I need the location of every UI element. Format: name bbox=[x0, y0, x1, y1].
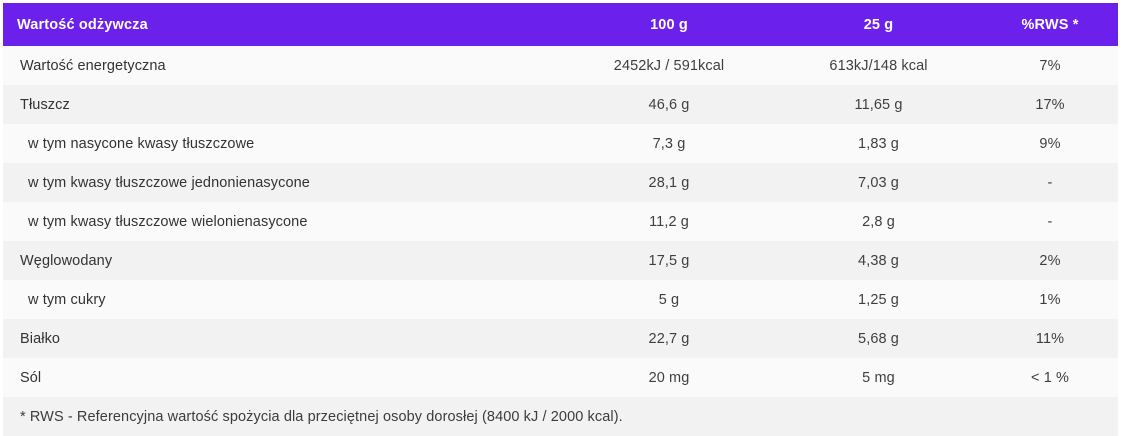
row-value-percent-rws: 7% bbox=[1039, 57, 1061, 74]
row-value-per-25g: 613kJ/148 kcal bbox=[829, 57, 928, 74]
table-row: Białko 22,7 g 5,68 g 11% bbox=[3, 319, 1118, 358]
row-value-percent-rws: 2% bbox=[1039, 252, 1061, 269]
row-nutrient-name: Tłuszcz bbox=[20, 96, 70, 113]
header-row: Wartość odżywcza 100 g 25 g %RWS * bbox=[3, 3, 1118, 46]
table-row: Węglowodany 17,5 g 4,38 g 2% bbox=[3, 241, 1118, 280]
row-value-percent-rws: - bbox=[1047, 174, 1053, 191]
row-value-percent-rws: 11% bbox=[1035, 330, 1065, 347]
rws-footnote: * RWS - Referencyjna wartość spożycia dl… bbox=[3, 397, 1118, 436]
row-nutrient-name: Sól bbox=[20, 369, 42, 386]
row-value-percent-rws: 9% bbox=[1039, 135, 1061, 152]
table-row: w tym nasycone kwasy tłuszczowe 7,3 g 1,83… bbox=[3, 124, 1118, 163]
row-value-per-25g: 5 mg bbox=[862, 369, 895, 386]
row-value-per-100g: 46,6 g bbox=[648, 96, 690, 113]
header-per-100g: 100 g bbox=[650, 16, 688, 33]
row-value-per-100g: 28,1 g bbox=[648, 174, 690, 191]
row-nutrient-name: w tym cukry bbox=[28, 291, 106, 308]
row-value-per-25g: 7,03 g bbox=[858, 174, 899, 191]
row-value-per-100g: 5 g bbox=[658, 291, 680, 308]
row-value-per-25g: 11,65 g bbox=[854, 96, 903, 113]
row-nutrient-name: Białko bbox=[20, 330, 61, 347]
table-row: w tym cukry 5 g 1,25 g 1% bbox=[3, 280, 1118, 319]
table-row: w tym kwasy tłuszczowe wielonienasycone 1… bbox=[3, 202, 1118, 241]
table-header: Wartość odżywcza 100 g 25 g %RWS * bbox=[3, 3, 1118, 46]
row-value-per-25g: 4,38 g bbox=[858, 252, 899, 269]
row-value-per-25g: 2,8 g bbox=[862, 213, 895, 230]
table-row: Sól 20 mg 5 mg < 1 % bbox=[3, 358, 1118, 397]
row-value-per-100g: 7,3 g bbox=[652, 135, 686, 152]
row-nutrient-name: Węglowodany bbox=[20, 252, 113, 269]
row-value-per-100g: 22,7 g bbox=[648, 330, 690, 347]
nutrition-table-grid: Wartość odżywcza 100 g 25 g %RWS * Warto… bbox=[3, 3, 1118, 397]
row-value-per-25g: 5,68 g bbox=[858, 330, 899, 347]
row-nutrient-name: w tym kwasy tłuszczowe wielonienasycone bbox=[28, 213, 308, 230]
table-row: Tłuszcz 46,6 g 11,65 g 17% bbox=[3, 85, 1118, 124]
row-value-per-100g: 11,2 g bbox=[649, 213, 689, 230]
row-value-percent-rws: - bbox=[1047, 213, 1053, 230]
row-value-per-25g: 1,25 g bbox=[858, 291, 899, 308]
row-nutrient-name: Wartość energetyczna bbox=[20, 57, 166, 74]
row-value-per-100g: 2452kJ / 591kcal bbox=[613, 57, 725, 74]
row-value-per-100g: 20 mg bbox=[648, 369, 690, 386]
row-value-percent-rws: 17% bbox=[1035, 96, 1065, 113]
row-value-per-25g: 1,83 g bbox=[858, 135, 899, 152]
row-nutrient-name: w tym nasycone kwasy tłuszczowe bbox=[28, 135, 255, 152]
header-per-25g: 25 g bbox=[863, 16, 894, 33]
table-row: w tym kwasy tłuszczowe jednonienasycone 2… bbox=[3, 163, 1118, 202]
row-value-per-100g: 17,5 g bbox=[648, 252, 690, 269]
header-percent-rws: %RWS * bbox=[1021, 16, 1079, 33]
row-nutrient-name: w tym kwasy tłuszczowe jednonienasycone bbox=[28, 174, 310, 191]
table-row: Wartość energetyczna 2452kJ / 591kcal 613k… bbox=[3, 46, 1118, 85]
table-body: Wartość energetyczna 2452kJ / 591kcal 613k… bbox=[3, 46, 1118, 397]
header-nutrient-label: Wartość odżywcza bbox=[17, 16, 148, 33]
row-value-percent-rws: 1% bbox=[1039, 291, 1061, 308]
row-value-percent-rws: < 1 % bbox=[1031, 369, 1069, 386]
